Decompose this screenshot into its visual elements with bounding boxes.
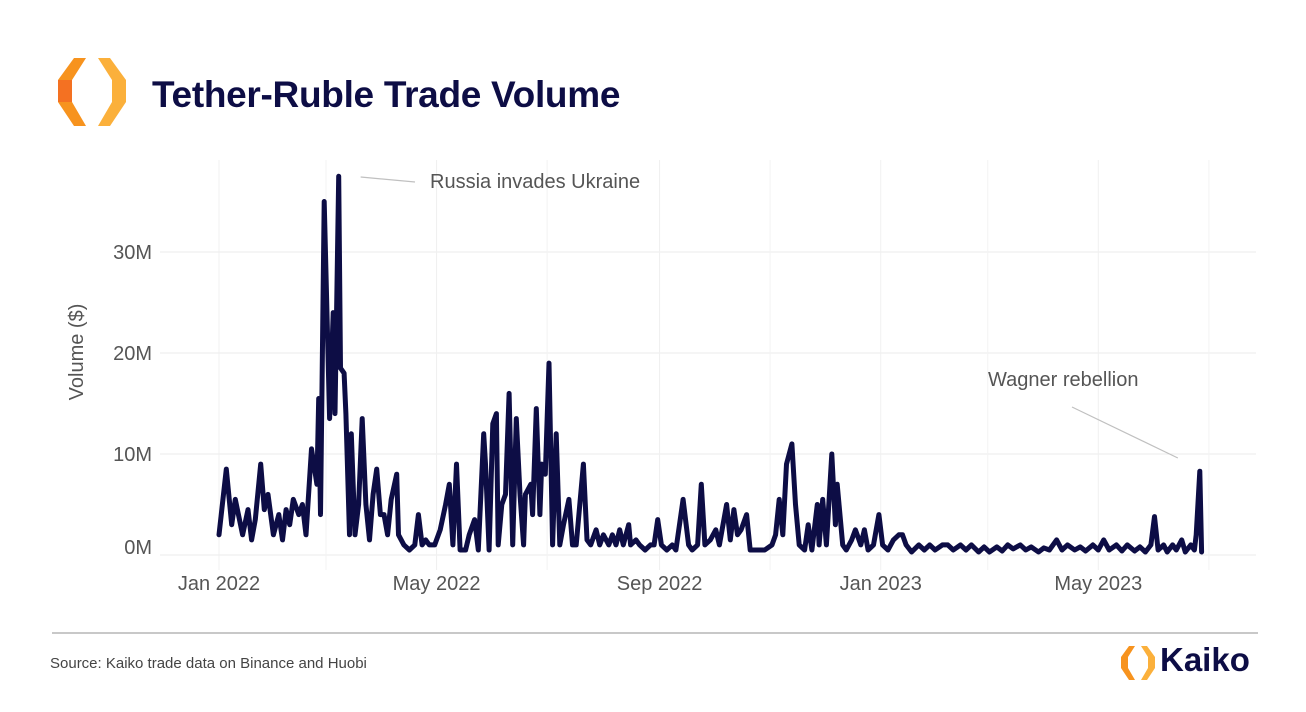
x-tick-label: Jan 2023	[840, 573, 922, 595]
x-tick-label: May 2022	[393, 573, 481, 595]
x-tick-label: Jan 2022	[178, 573, 260, 595]
annotations: Russia invades Ukraine Wagner rebellion	[360, 171, 1179, 459]
footer-divider	[52, 632, 1258, 634]
x-tick-label: Sep 2022	[617, 573, 703, 595]
kaiko-brand-icon	[1121, 646, 1155, 680]
y-tick-label: 30M	[113, 242, 152, 264]
brand-name: Kaiko	[1160, 641, 1250, 678]
chart-title: Tether-Ruble Trade Volume	[152, 74, 621, 115]
annotation-label: Russia invades Ukraine	[430, 171, 640, 193]
annotation-leader-line	[1071, 406, 1179, 459]
series-line	[216, 173, 1205, 555]
annotation-leader-line	[360, 176, 416, 183]
x-axis: Jan 2022 May 2022 Sep 2022 Jan 2023 May 2023	[178, 573, 1142, 595]
y-tick-label: 10M	[113, 444, 152, 466]
y-tick-label: 20M	[113, 343, 152, 365]
kaiko-logo-icon	[58, 58, 126, 126]
x-tick-label: May 2023	[1054, 573, 1142, 595]
annotation-label: Wagner rebellion	[988, 369, 1138, 391]
data-points	[218, 176, 1202, 553]
y-axis: 0M 10M 20M 30M	[113, 242, 152, 559]
y-axis-label: Volume ($)	[66, 304, 88, 401]
y-tick-label: 0M	[124, 537, 152, 559]
source-note: Source: Kaiko trade data on Binance and …	[50, 655, 367, 672]
